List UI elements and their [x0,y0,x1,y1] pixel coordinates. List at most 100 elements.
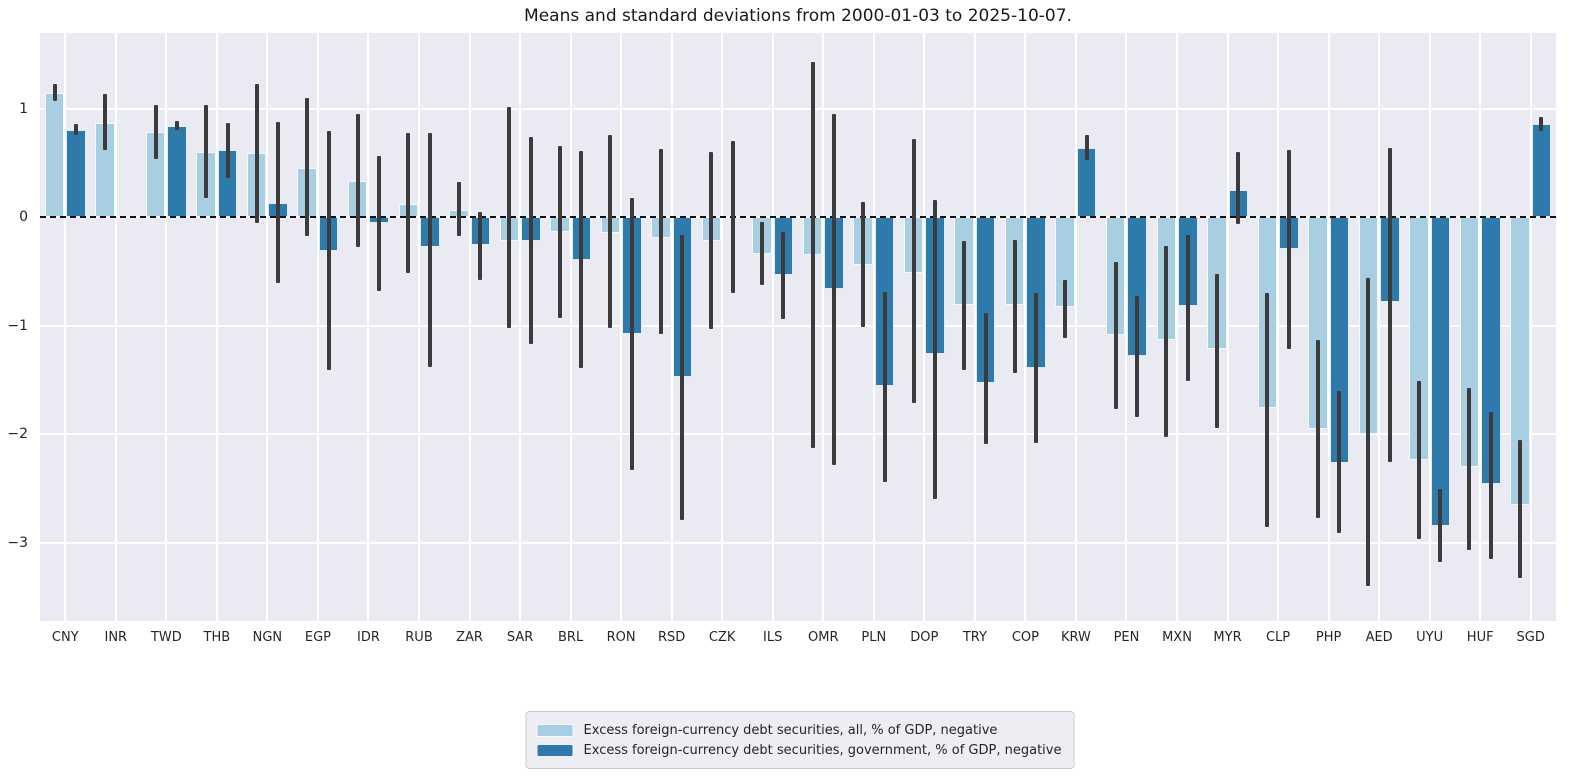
gridline-v [114,33,117,621]
legend-item-gov: Excess foreign-currency debt securities,… [536,740,1062,760]
error-bar-all-rsd [658,149,663,334]
gridline-v [519,33,522,621]
error-bar-gov-brl [579,151,584,369]
error-bar-gov-myr [1236,152,1241,224]
gridline-v [1024,33,1027,621]
error-bar-all-thb [204,104,209,198]
x-tick-label-clp: CLP [1265,630,1291,645]
gridline-v [1479,33,1482,621]
gridline-h [40,107,1556,110]
error-bar-all-zar [456,181,461,236]
legend-item-all: Excess foreign-currency debt securities,… [536,720,1062,740]
gridline-v [266,33,269,621]
error-bar-all-dop [911,139,916,403]
gridline-v [973,33,976,621]
error-bar-all-uyu [1416,381,1421,539]
bar-gov-uyu [1430,217,1451,526]
gridline-v [468,33,471,621]
y-tick-label: −2 [7,426,28,443]
error-bar-gov-huf [1488,411,1493,560]
error-bar-gov-mxn [1185,234,1190,382]
error-bar-all-idr [355,114,360,247]
error-bar-gov-czk [730,141,735,294]
x-tick-label-czk: CZK [708,630,736,645]
error-bar-all-sgd [1517,439,1522,578]
error-bar-all-cny [52,83,57,102]
error-bar-all-clp [1265,293,1270,527]
bar-gov-twd [167,126,187,218]
error-bar-gov-dop [933,200,938,500]
x-tick-label-ils: ILS [763,630,783,645]
error-bar-all-ils [759,221,764,285]
gridline-v [872,33,875,621]
y-axis: 1 0 −1 −2 −3 [0,0,33,780]
gridline-v [1428,33,1431,621]
gridline-v [1327,33,1330,621]
x-tick-label-pln: PLN [861,630,887,645]
gridline-v [569,33,572,621]
x-tick-label-twd: TWD [150,630,182,645]
x-tick-label-zar: ZAR [456,630,483,645]
x-tick-label-ngn: NGN [252,630,283,645]
x-tick-label-dop: DOP [910,630,939,645]
gridline-v [822,33,825,621]
gridline-v [1378,33,1381,621]
error-bar-gov-zar [478,212,483,281]
error-bar-all-pln [861,202,866,327]
x-tick-label-omr: OMR [808,630,839,645]
x-tick-label-ron: RON [606,630,636,645]
error-bar-gov-egp [326,130,331,371]
gridline-v [165,33,168,621]
gridline-v [64,33,67,621]
zero-line [40,216,1556,219]
x-tick-label-huf: HUF [1466,630,1494,645]
error-bar-gov-twd [175,120,180,130]
gridline-h [40,541,1556,544]
x-tick-label-cny: CNY [51,630,79,645]
x-tick-label-sgd: SGD [1516,630,1545,645]
error-bar-all-try [962,241,967,371]
legend: Excess foreign-currency debt securities,… [525,711,1075,769]
gridline-v [721,33,724,621]
x-tick-label-sar: SAR [506,630,534,645]
y-tick-label: 0 [19,209,28,226]
x-tick-label-try: TRY [962,630,987,645]
bar-all-cny [44,92,65,218]
error-bar-gov-aed [1387,147,1392,462]
chart-title: Means and standard deviations from 2000-… [524,6,1072,26]
error-bar-gov-php [1337,391,1342,534]
x-tick-label-aed: AED [1365,630,1393,645]
x-tick-label-egp: EGP [304,630,331,645]
x-tick-label-cop: COP [1011,630,1039,645]
error-bar-all-myr [1214,273,1219,428]
error-bar-all-inr [103,93,108,151]
error-bar-gov-clp [1286,150,1291,349]
legend-label-gov: Excess foreign-currency debt securities,… [583,742,1062,758]
gridline-v [1176,33,1178,621]
x-tick-label-rub: RUB [405,630,433,645]
error-bar-all-mxn [1164,245,1169,437]
error-bar-gov-pen [1135,295,1140,418]
bar-gov-cny [66,129,86,218]
error-bar-gov-sar [528,137,533,345]
error-bar-gov-rub [427,132,432,368]
gridline-v [367,33,370,621]
gridline-v [1074,33,1077,621]
gridline-v [1277,33,1280,621]
error-bar-gov-sgd [1539,116,1544,131]
error-bar-all-php [1315,340,1320,518]
gridline-v [670,33,673,621]
legend-label-all: Excess foreign-currency debt securities,… [583,722,998,738]
error-bar-gov-try [983,312,988,445]
gridline-v [620,33,623,621]
legend-swatch-gov [536,743,574,757]
error-bar-all-ron [608,134,613,329]
error-bar-gov-cny [74,124,79,135]
gridline-v [316,33,319,621]
x-tick-label-thb: THB [203,630,231,645]
error-bar-all-huf [1467,387,1472,551]
x-tick-label-inr: INR [104,630,128,645]
error-bar-gov-omr [832,114,837,465]
error-bar-gov-pln [882,292,887,483]
